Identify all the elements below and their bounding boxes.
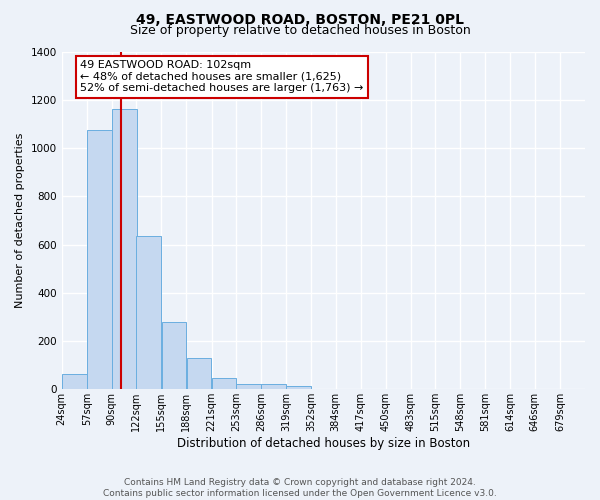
Text: Contains HM Land Registry data © Crown copyright and database right 2024.
Contai: Contains HM Land Registry data © Crown c… xyxy=(103,478,497,498)
Y-axis label: Number of detached properties: Number of detached properties xyxy=(15,132,25,308)
Bar xyxy=(261,384,286,390)
Bar xyxy=(236,384,261,390)
Bar xyxy=(87,130,112,390)
Bar xyxy=(112,110,137,390)
Text: 49 EASTWOOD ROAD: 102sqm
← 48% of detached houses are smaller (1,625)
52% of sem: 49 EASTWOOD ROAD: 102sqm ← 48% of detach… xyxy=(80,60,364,93)
Text: 49, EASTWOOD ROAD, BOSTON, PE21 0PL: 49, EASTWOOD ROAD, BOSTON, PE21 0PL xyxy=(136,12,464,26)
Bar xyxy=(161,322,186,390)
Bar xyxy=(187,358,211,390)
Bar xyxy=(286,386,311,390)
Bar xyxy=(136,236,161,390)
Bar xyxy=(62,374,86,390)
Text: Size of property relative to detached houses in Boston: Size of property relative to detached ho… xyxy=(130,24,470,37)
Bar xyxy=(212,378,236,390)
X-axis label: Distribution of detached houses by size in Boston: Distribution of detached houses by size … xyxy=(177,437,470,450)
